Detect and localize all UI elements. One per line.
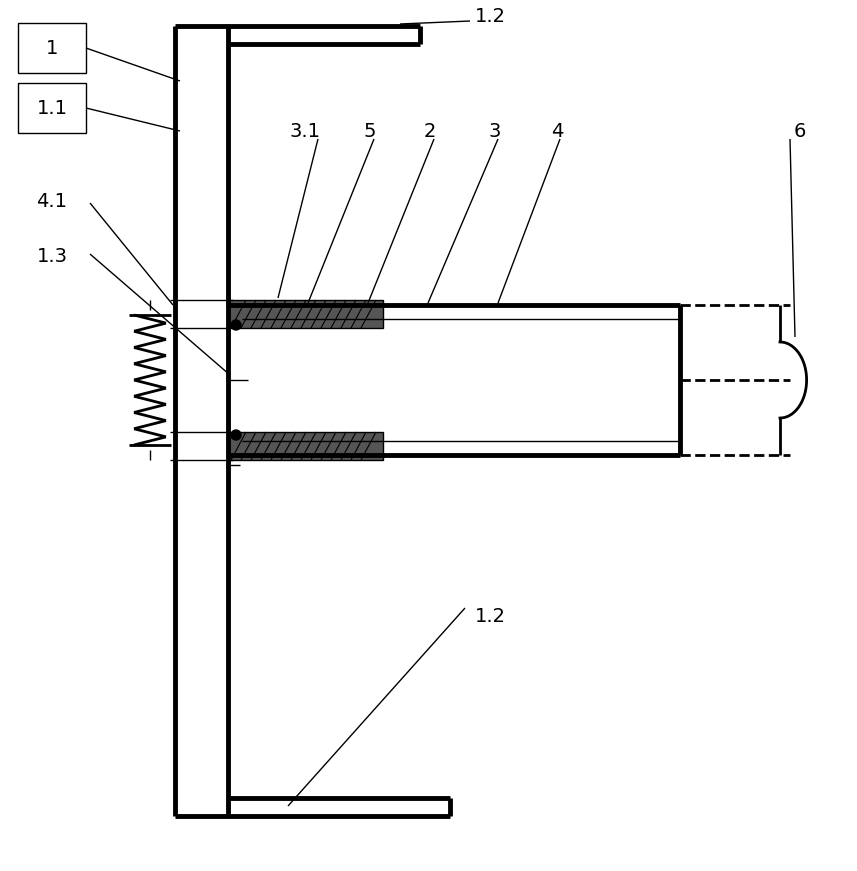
Text: 1.2: 1.2 [475,606,506,625]
Text: 4: 4 [551,121,563,140]
Text: 1.2: 1.2 [475,6,506,25]
Text: 2: 2 [424,121,436,140]
Text: 1.3: 1.3 [37,246,68,266]
Text: 3: 3 [488,121,501,140]
Bar [18,23,86,73]
Text: 3.1: 3.1 [290,121,321,140]
Bar [18,83,86,133]
Text: 6: 6 [794,121,806,140]
Bar [228,300,383,328]
Text: 1.1: 1.1 [37,98,68,118]
Text: 5: 5 [363,121,376,140]
Bar [228,432,383,460]
Circle shape [231,320,241,330]
Text: 1: 1 [45,38,58,57]
Circle shape [231,430,241,440]
Text: 4.1: 4.1 [37,192,68,211]
